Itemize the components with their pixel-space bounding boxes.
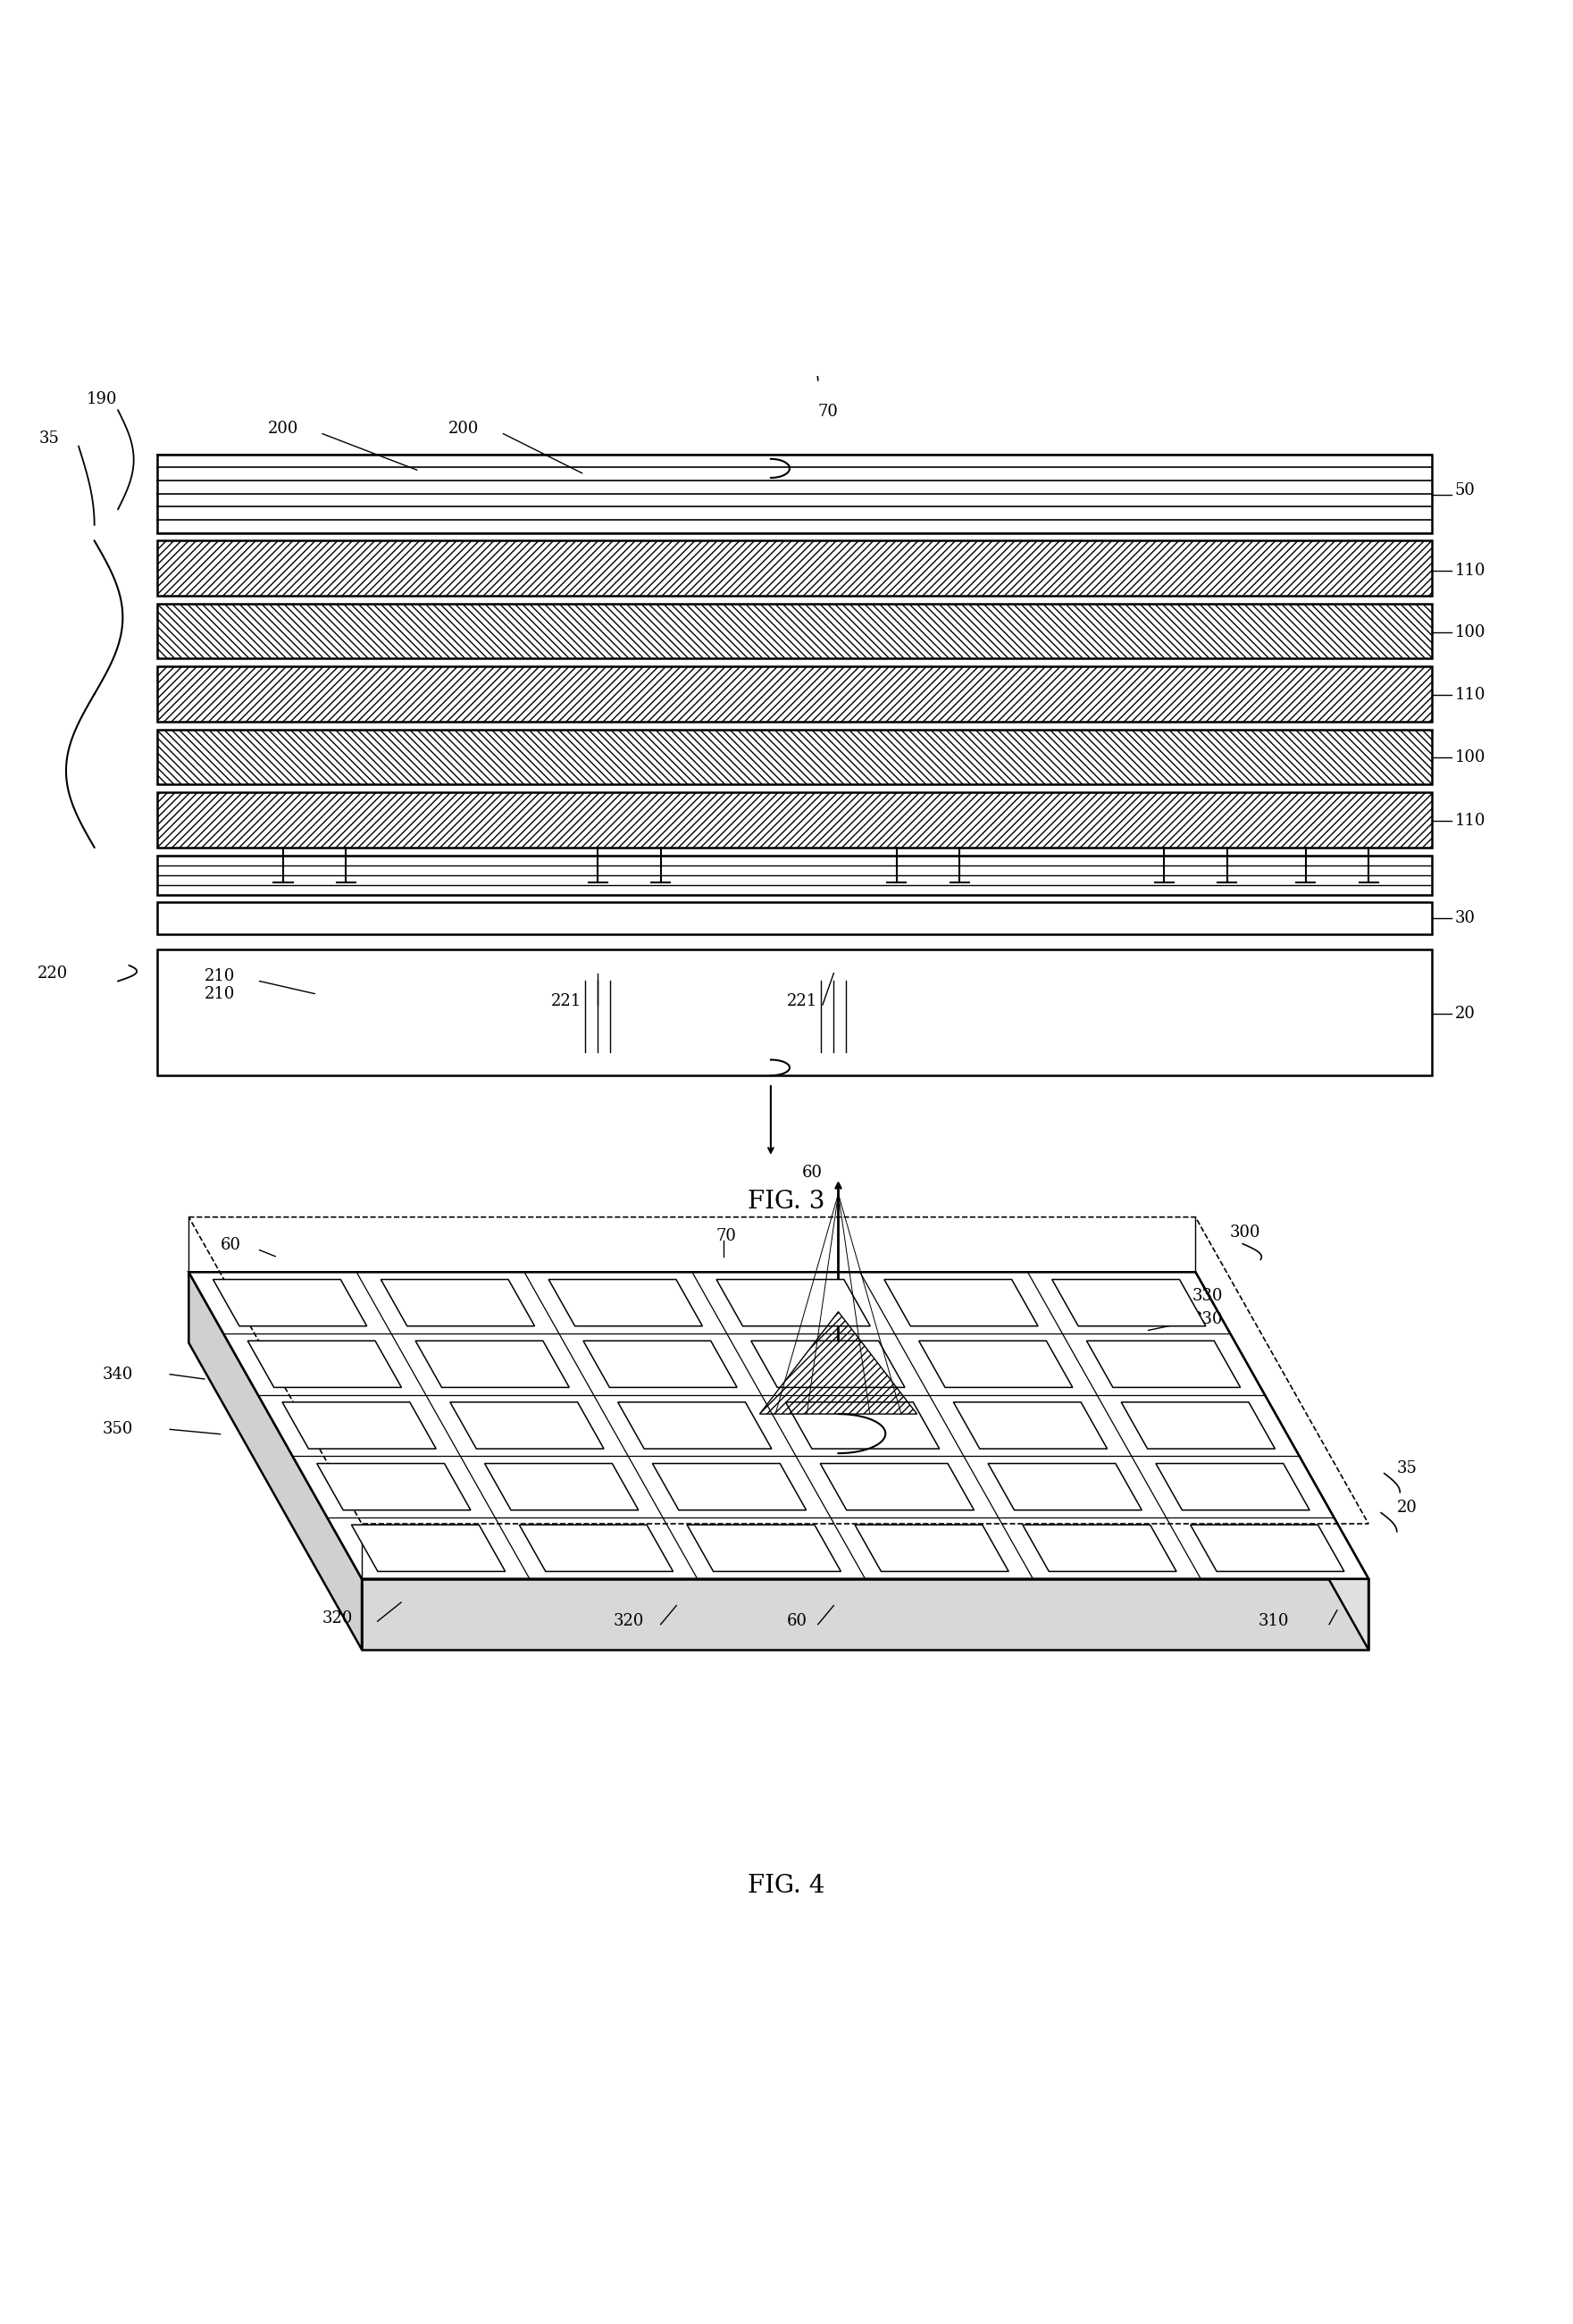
Polygon shape: [247, 1341, 401, 1387]
Text: 35: 35: [1397, 1462, 1417, 1476]
Text: 35: 35: [39, 430, 60, 446]
Text: 221: 221: [551, 995, 580, 1009]
Text: 100: 100: [1455, 623, 1486, 639]
Polygon shape: [618, 1401, 772, 1448]
Polygon shape: [687, 1525, 842, 1571]
Polygon shape: [1195, 1271, 1369, 1650]
Polygon shape: [1022, 1525, 1177, 1571]
Polygon shape: [820, 1464, 974, 1511]
Text: 320: 320: [613, 1613, 645, 1629]
Polygon shape: [988, 1464, 1142, 1511]
Polygon shape: [653, 1464, 807, 1511]
Text: 300: 300: [1230, 1225, 1262, 1241]
Polygon shape: [189, 1271, 1369, 1578]
Text: FIG. 3: FIG. 3: [747, 1190, 826, 1213]
Polygon shape: [351, 1525, 505, 1571]
Polygon shape: [584, 1341, 738, 1387]
Bar: [157, 951, 1431, 1076]
Text: 110: 110: [1455, 562, 1486, 579]
Polygon shape: [1087, 1341, 1241, 1387]
Text: 110: 110: [1455, 813, 1486, 830]
Text: 220: 220: [38, 964, 68, 981]
Text: 60: 60: [802, 1164, 823, 1181]
Text: 110: 110: [1455, 688, 1486, 702]
Text: 100: 100: [1455, 751, 1486, 767]
Polygon shape: [212, 1281, 367, 1327]
Text: 70: 70: [818, 404, 838, 421]
Polygon shape: [549, 1281, 703, 1327]
Bar: [157, 855, 1431, 895]
Text: FIG. 4: FIG. 4: [747, 1873, 826, 1899]
Text: 70: 70: [716, 1227, 736, 1243]
Polygon shape: [785, 1401, 939, 1448]
Text: 340: 340: [102, 1367, 134, 1383]
Bar: [157, 902, 1431, 934]
Text: 320: 320: [322, 1611, 354, 1627]
Text: 330: 330: [1192, 1287, 1224, 1304]
Polygon shape: [316, 1464, 470, 1511]
Text: 30: 30: [1455, 911, 1475, 927]
Polygon shape: [362, 1578, 1369, 1650]
Polygon shape: [484, 1464, 639, 1511]
Text: 210: 210: [204, 969, 236, 985]
Bar: [157, 541, 1431, 595]
Polygon shape: [919, 1341, 1073, 1387]
Polygon shape: [189, 1271, 362, 1650]
Text: 310: 310: [1258, 1613, 1290, 1629]
Polygon shape: [716, 1281, 870, 1327]
Polygon shape: [884, 1281, 1038, 1327]
Polygon shape: [450, 1401, 604, 1448]
Bar: [157, 792, 1431, 848]
Bar: [157, 453, 1431, 532]
Text: 330: 330: [1192, 1311, 1224, 1327]
Polygon shape: [1156, 1464, 1310, 1511]
Text: 221: 221: [786, 995, 816, 1009]
Polygon shape: [1052, 1281, 1206, 1327]
Bar: [157, 667, 1431, 720]
Text: 60: 60: [786, 1613, 807, 1629]
Text: 60: 60: [220, 1236, 241, 1253]
Polygon shape: [854, 1525, 1008, 1571]
Text: 200: 200: [448, 421, 480, 437]
Bar: [157, 604, 1431, 658]
Polygon shape: [415, 1341, 569, 1387]
Text: 50: 50: [1455, 483, 1475, 497]
Polygon shape: [381, 1281, 535, 1327]
Polygon shape: [519, 1525, 673, 1571]
Text: 190: 190: [87, 390, 118, 407]
Text: 210: 210: [204, 985, 236, 1002]
Text: 200: 200: [267, 421, 299, 437]
Polygon shape: [282, 1401, 436, 1448]
Polygon shape: [953, 1401, 1107, 1448]
Polygon shape: [1122, 1401, 1276, 1448]
Bar: [157, 730, 1431, 786]
Polygon shape: [750, 1341, 904, 1387]
Text: 350: 350: [102, 1422, 134, 1439]
Text: 20: 20: [1397, 1499, 1417, 1515]
Polygon shape: [1191, 1525, 1345, 1571]
Text: 20: 20: [1455, 1006, 1475, 1023]
